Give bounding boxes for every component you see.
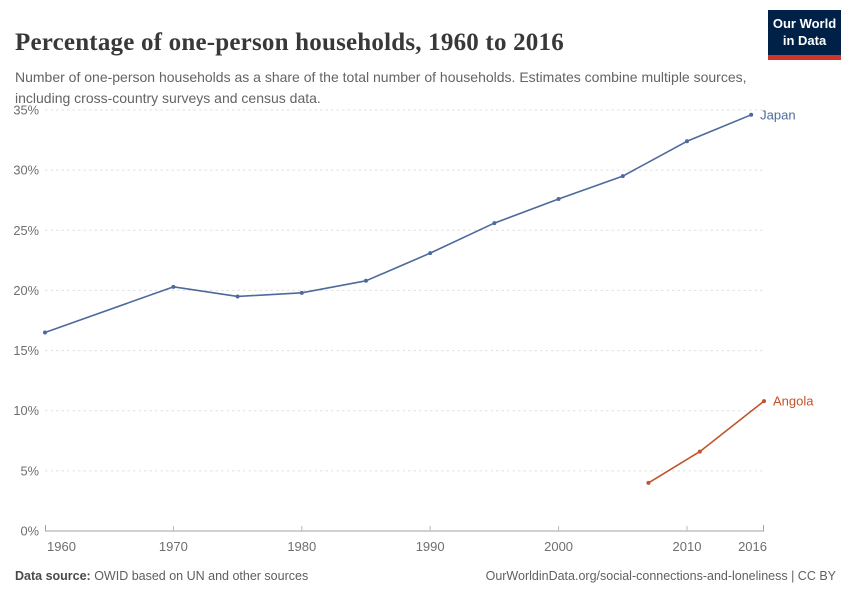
data-point-japan-2010 <box>684 139 689 144</box>
series-label-angola: Angola <box>773 394 814 409</box>
data-source-note: Data source: OWID based on UN and other … <box>15 569 308 583</box>
data-point-japan-1960 <box>43 330 47 335</box>
data-point-japan-1990 <box>428 251 433 256</box>
data-point-japan-1985 <box>363 278 368 283</box>
data-point-japan-2005 <box>620 174 625 179</box>
y-tick-label-25: 25% <box>13 223 39 238</box>
owid-logo[interactable]: Our World in Data <box>768 10 841 60</box>
owid-logo-line2: in Data <box>782 32 827 48</box>
chart-subtitle: Number of one-person households as a sha… <box>15 69 747 107</box>
data-point-japan-2015 <box>749 112 754 117</box>
data-point-japan-2000 <box>556 197 561 202</box>
data-point-angola-2016 <box>762 399 766 404</box>
owid-url-license-link[interactable]: OurWorldinData.org/social-connections-an… <box>485 569 836 583</box>
x-tick-label-1960: 1960 <box>47 539 76 554</box>
data-point-japan-1970 <box>171 284 176 289</box>
x-tick-label-2000: 2000 <box>544 539 573 554</box>
chart-footer: Data source: OWID based on UN and other … <box>15 569 836 583</box>
x-tick-label-2010: 2010 <box>673 539 702 554</box>
y-tick-label-35: 35% <box>13 103 39 118</box>
owid-logo-line1: Our World <box>772 16 837 31</box>
y-tick-label-0: 0% <box>21 524 40 539</box>
y-tick-label-30: 30% <box>13 163 39 178</box>
y-tick-label-15: 15% <box>13 343 39 358</box>
data-point-japan-1995 <box>492 221 497 226</box>
data-source-text: OWID based on UN and other sources <box>90 569 309 583</box>
y-tick-label-5: 5% <box>21 463 40 478</box>
series-line-japan <box>44 114 752 334</box>
x-tick-label-1980: 1980 <box>287 539 316 554</box>
data-point-japan-1975 <box>235 294 240 299</box>
data-source-label: Data source: <box>15 569 91 583</box>
x-tick-label-1990: 1990 <box>416 539 445 554</box>
data-point-angola-2011 <box>697 449 702 454</box>
data-point-angola-2007 <box>646 480 651 485</box>
data-point-japan-1980 <box>299 290 304 295</box>
page-title: Percentage of one-person households, 196… <box>15 28 564 56</box>
series-label-japan: Japan <box>760 107 795 122</box>
y-tick-label-20: 20% <box>13 283 39 298</box>
y-tick-label-10: 10% <box>13 403 39 418</box>
x-tick-label-1970: 1970 <box>159 539 188 554</box>
x-tick-label-2016: 2016 <box>738 539 767 554</box>
